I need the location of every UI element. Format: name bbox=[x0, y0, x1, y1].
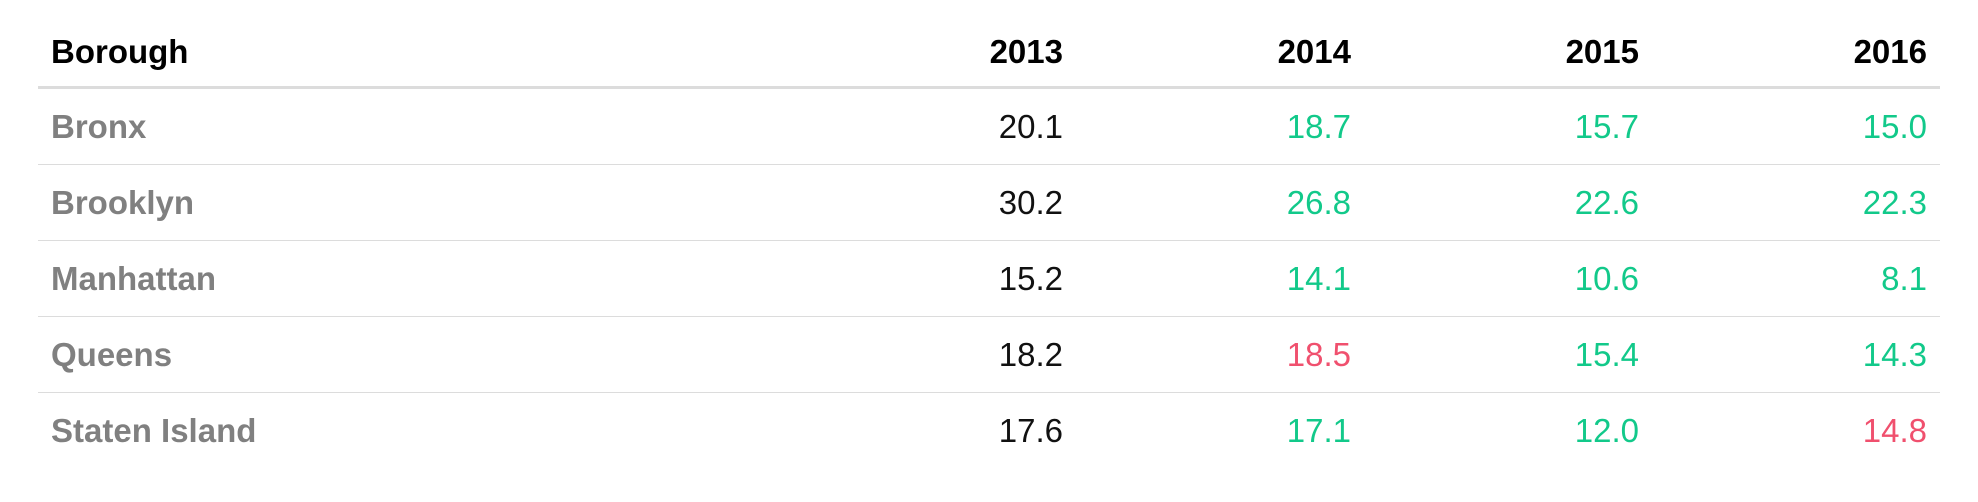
column-header-2013[interactable]: 2013 bbox=[788, 18, 1076, 89]
data-table-container: Borough 2013 2014 2015 2016 Bronx 20.1 1… bbox=[38, 18, 1940, 468]
column-header-borough[interactable]: Borough bbox=[38, 18, 788, 89]
table-cell: 17.1 bbox=[1286, 411, 1351, 449]
table-cell: 30.2 bbox=[788, 164, 1076, 241]
column-header-2016[interactable]: 2016 bbox=[1652, 18, 1940, 89]
table-cell: 22.6 bbox=[1364, 164, 1652, 241]
row-label-bronx: Bronx bbox=[38, 87, 788, 165]
table-body: Bronx 20.1 18.7 15.7 15.0 Brooklyn 30.2 … bbox=[38, 87, 1940, 469]
header-row: Borough 2013 2014 2015 2016 bbox=[38, 18, 1940, 89]
table-cell: 14.3 bbox=[1652, 316, 1940, 393]
table-cell: 15.4 bbox=[1364, 316, 1652, 393]
table-cell: 15.2 bbox=[788, 240, 1076, 317]
table-row: Queens 18.2 18.5 15.4 14.3 bbox=[38, 316, 1940, 393]
table-cell: 8.1 bbox=[1652, 240, 1940, 317]
column-header-2014[interactable]: 2014 bbox=[1076, 18, 1364, 89]
table-cell: 15.7 bbox=[1364, 87, 1652, 165]
row-label-manhattan: Manhattan bbox=[38, 240, 788, 317]
table-cell: 26.8 bbox=[1076, 164, 1364, 241]
table-row: Brooklyn 30.2 26.8 22.6 22.3 bbox=[38, 164, 1940, 241]
table-cell: 22.3 bbox=[1652, 164, 1940, 241]
table-cell: 20.1 bbox=[788, 87, 1076, 165]
table-cell: 14.8 bbox=[1862, 411, 1927, 449]
table-cell: 14.1 bbox=[1076, 240, 1364, 317]
row-label-staten-island: Staten Island bbox=[51, 411, 257, 449]
table-cell: 15.0 bbox=[1652, 87, 1940, 165]
table-cell: 18.2 bbox=[788, 316, 1076, 393]
table-header: Borough 2013 2014 2015 2016 bbox=[38, 18, 1940, 89]
table-cell: 12.0 bbox=[1574, 411, 1639, 449]
column-header-2015[interactable]: 2015 bbox=[1364, 18, 1652, 89]
table-row: Manhattan 15.2 14.1 10.6 8.1 bbox=[38, 240, 1940, 317]
table-cell: 18.7 bbox=[1076, 87, 1364, 165]
borough-data-table: Borough 2013 2014 2015 2016 Bronx 20.1 1… bbox=[38, 18, 1940, 468]
table-cell: 10.6 bbox=[1364, 240, 1652, 317]
row-label-queens: Queens bbox=[38, 316, 788, 393]
table-cell: 18.5 bbox=[1076, 316, 1364, 393]
table-row: Bronx 20.1 18.7 15.7 15.0 bbox=[38, 87, 1940, 165]
table-cell: 17.6 bbox=[998, 411, 1063, 449]
row-label-brooklyn: Brooklyn bbox=[38, 164, 788, 241]
table-row: Staten Island 17.6 17.1 12.0 14.8 bbox=[38, 393, 1940, 469]
